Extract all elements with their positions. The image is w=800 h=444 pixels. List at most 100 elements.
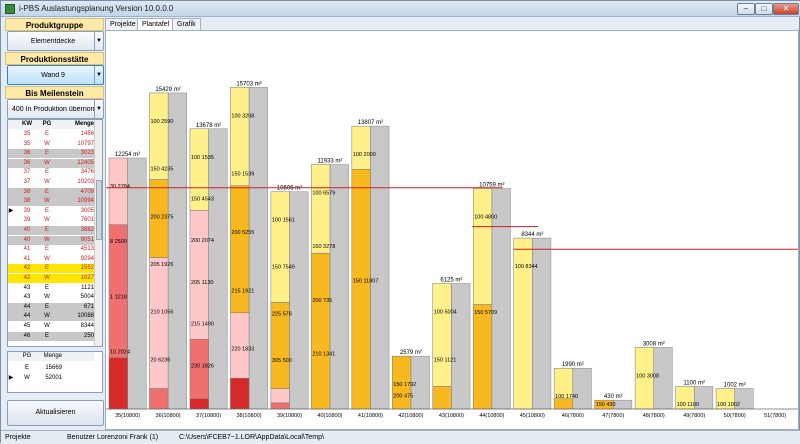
- close-button[interactable]: ✕: [773, 3, 799, 15]
- stack-segment: [189, 128, 209, 211]
- table-row[interactable]: ▶ W 52001: [8, 374, 94, 383]
- produktionsstaette-header: Produktionsstätte: [5, 52, 104, 65]
- menge-cell: 7601: [80, 217, 94, 224]
- table-row[interactable]: 40 E 3882: [8, 226, 94, 235]
- table-row[interactable]: 42 E 1552: [8, 264, 94, 274]
- stack-segment: [311, 253, 331, 410]
- menge-cell: 3882: [80, 227, 94, 233]
- pg-table-header: PG Menge: [8, 352, 94, 361]
- table-row[interactable]: 41 E 4513: [8, 245, 94, 255]
- category-label: 36(10800): [156, 413, 181, 419]
- chevron-down-icon[interactable]: ▼: [94, 66, 103, 84]
- table-row[interactable]: 37 W 10203: [8, 178, 94, 187]
- minimize-button[interactable]: –: [737, 3, 755, 15]
- stack-segment: [311, 164, 331, 254]
- stack-segment: [189, 210, 209, 340]
- stack-segment: [351, 125, 371, 170]
- table-row[interactable]: 45 W 8344: [8, 322, 94, 331]
- pg-cell: W: [44, 313, 50, 320]
- segment-label: 100 1002: [717, 402, 740, 408]
- category-label: 47(7800): [602, 413, 624, 419]
- pg-cell: W: [44, 198, 50, 205]
- meilenstein-select[interactable]: 400 In Produktion übernommen ▼: [7, 99, 104, 119]
- category-label: 35(10800): [115, 413, 140, 419]
- pg-cell: E: [44, 227, 49, 233]
- kw-column-header[interactable]: KW: [22, 121, 32, 127]
- category-label: 51(7800): [764, 413, 786, 419]
- tab-plantafel[interactable]: Plantafel: [137, 18, 175, 30]
- total-label: 6125 m²: [440, 278, 462, 284]
- table-row[interactable]: 40 W 8051: [8, 235, 94, 245]
- reference-bar: [289, 191, 309, 410]
- category-label: 50(7800): [724, 413, 746, 419]
- table-row[interactable]: 42 W 1027: [8, 274, 94, 283]
- filter-sidebar: Produktgruppe Elementdecke ▼ Produktions…: [5, 18, 104, 428]
- pg-column-header[interactable]: PG: [42, 121, 52, 127]
- menge-cell: 4513: [80, 246, 94, 253]
- table-row[interactable]: E 15669: [8, 364, 94, 373]
- reference-bar: [248, 87, 268, 410]
- produktgruppe-value: Elementdecke: [30, 38, 76, 45]
- pg-cell: W: [44, 159, 50, 166]
- reference-bar: [613, 399, 633, 410]
- title-bar: i-PBS Auslastungsplanung Version 10.0.0.…: [1, 1, 800, 17]
- kw-cell: 41: [23, 246, 31, 253]
- segment-label: 100 3008: [636, 373, 659, 379]
- menge-cell: 10088: [77, 313, 94, 320]
- produktionsstaette-select[interactable]: Wand 9 ▼: [7, 65, 104, 85]
- segment-label: 200 735: [312, 298, 332, 304]
- pg-cell: E: [24, 365, 29, 371]
- kw-cell: 36: [23, 150, 31, 157]
- table-row[interactable]: 43 E 1121: [8, 283, 94, 293]
- produktionsstaette-value: Wand 9: [41, 72, 65, 79]
- table-row[interactable]: ▶ 39 E 3005: [8, 206, 94, 216]
- total-label: 430 m²: [604, 394, 623, 400]
- chevron-down-icon[interactable]: ▼: [94, 32, 103, 50]
- total-label: 15703 m²: [236, 81, 261, 87]
- total-label: 1002 m²: [724, 382, 746, 388]
- menge-column-header[interactable]: Menge: [74, 121, 94, 127]
- segment-label: 20 6236: [150, 357, 170, 363]
- chevron-down-icon[interactable]: ▼: [94, 100, 103, 118]
- pg-cell: E: [44, 169, 49, 176]
- stack-segment: [149, 92, 169, 180]
- capacity-chart-panel: 12254 m² 30 2784 8 2500 1 1218 10 2024 35(108…: [105, 30, 799, 430]
- maximize-button[interactable]: □: [755, 3, 773, 15]
- kw-cell: 39: [23, 217, 31, 224]
- category-label: 45(10800): [520, 413, 545, 419]
- table-row[interactable]: 41 W 9294: [8, 254, 94, 264]
- refresh-button[interactable]: Aktualisieren: [7, 400, 104, 426]
- table-row[interactable]: 38 W 10994: [8, 197, 94, 207]
- scroll-thumb[interactable]: [96, 180, 102, 240]
- table-row[interactable]: 36 E 3023: [8, 149, 94, 159]
- segment-label: 100 1535: [191, 155, 214, 161]
- reference-bar: [127, 157, 147, 410]
- kw-table[interactable]: KW PG Menge 35 E 1456 35 W 10797 36 E 3023 36 W 124…: [7, 119, 103, 347]
- segment-label: 205 1130: [191, 280, 214, 286]
- table-row[interactable]: 46 E 250: [8, 331, 94, 341]
- table-row[interactable]: 35 W 10797: [8, 139, 94, 149]
- segment-label: 8 2500: [110, 239, 127, 245]
- pg-cell: W: [44, 236, 50, 243]
- status-bar: Projekte Benutzer Lorenzoni Frank (1) C:…: [1, 430, 800, 444]
- tab-projekte[interactable]: Projekte: [105, 18, 141, 30]
- kw-cell: 39: [23, 207, 31, 214]
- table-row[interactable]: 44 W 10088: [8, 312, 94, 322]
- table-row[interactable]: 38 E 4709: [8, 187, 94, 197]
- stack-segment: [432, 386, 452, 410]
- category-label: 40(10800): [317, 413, 342, 419]
- category-label: 37(10800): [196, 413, 221, 419]
- table-row[interactable]: 37 E 3476: [8, 168, 94, 178]
- table-row[interactable]: 43 W 5004: [8, 293, 94, 303]
- produktgruppe-select[interactable]: Elementdecke ▼: [7, 31, 104, 51]
- produktgruppe-header: Produktgruppe: [5, 18, 104, 31]
- table-row[interactable]: 39 W 7601: [8, 216, 94, 226]
- tab-grafik[interactable]: Grafik: [172, 18, 201, 30]
- table-row[interactable]: 35 E 1456: [8, 130, 94, 139]
- row-selector-icon: ▶: [8, 375, 14, 381]
- kw-table-scrollbar[interactable]: [94, 120, 102, 346]
- menge-cell: 8051: [80, 236, 94, 243]
- table-row[interactable]: 36 W 12405: [8, 158, 94, 168]
- row-selector-icon: ▶: [8, 207, 14, 214]
- table-row[interactable]: 44 E 671: [8, 302, 94, 312]
